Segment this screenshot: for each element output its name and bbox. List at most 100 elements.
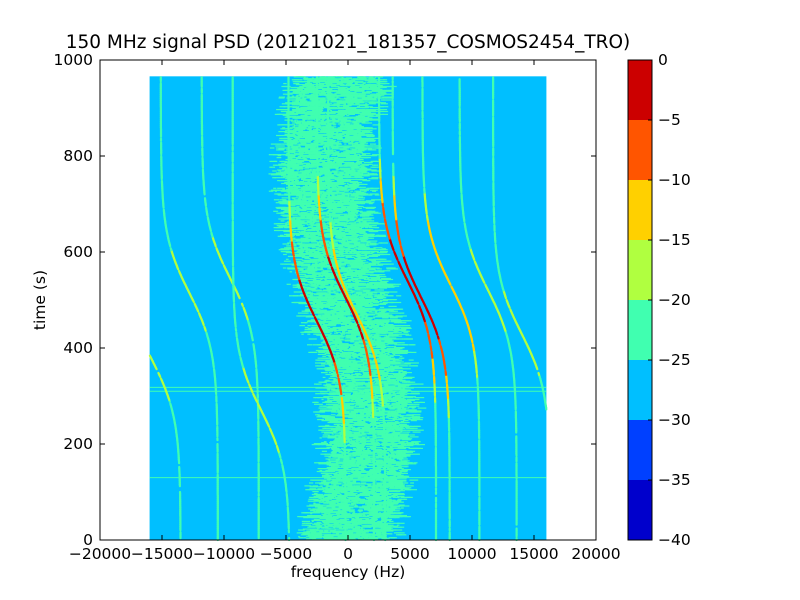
noise-cell [346,481,350,483]
noise-cell [334,479,342,481]
noise-cell [317,444,324,446]
noise-cell [360,528,365,530]
noise-cell [336,478,341,480]
noise-cell [397,446,402,449]
noise-cell [366,483,375,485]
noise-cell [330,417,336,419]
noise-cell [354,504,357,506]
noise-cell [319,391,328,393]
noise-cell [388,517,396,519]
noise-cell [353,437,360,439]
noise-cell [345,514,355,516]
noise-cell [406,424,409,426]
noise-cell [393,456,397,458]
noise-cell [403,417,407,419]
noise-cell [352,472,362,474]
noise-cell [343,475,353,477]
noise-cell [402,384,405,386]
noise-cell [378,488,385,490]
noise-cell [354,394,357,396]
noise-cell [330,467,336,469]
noise-cell [409,450,416,452]
noise-cell [349,462,356,464]
noise-cell [386,377,391,379]
noise-cell [356,400,364,402]
noise-cell [381,446,385,449]
noise-cell [348,417,353,419]
noise-cell [377,343,382,345]
noise-cell [347,444,351,446]
noise-cell [300,534,311,536]
noise-cell [399,380,411,382]
noise-cell [349,431,357,433]
noise-cell [330,416,334,418]
noise-cell [324,530,329,532]
noise-cell [400,363,411,365]
noise-cell [388,379,394,381]
noise-cell [367,519,373,521]
noise-cell [319,362,326,364]
noise-cell [376,516,385,518]
noise-cell [385,493,389,496]
noise-cell [401,407,405,409]
noise-cell [363,379,370,381]
noise-cell [341,325,344,328]
noise-cell [373,375,376,377]
noise-cell [315,349,319,352]
noise-cell [346,361,352,363]
noise-cell [343,489,351,491]
noise-cell [406,451,413,453]
noise-cell [360,483,365,485]
noise-cell [386,404,391,406]
noise-cell [345,435,349,437]
noise-cell [389,354,401,356]
noise-cell [379,452,382,454]
noise-cell [388,342,395,344]
noise-cell [348,406,351,408]
noise-cell [391,493,402,495]
noise-cell [327,419,336,421]
noise-cell [390,411,396,413]
noise-cell [348,424,352,426]
noise-cell [396,452,406,454]
noise-cell [373,408,378,410]
noise-cell [379,412,383,414]
noise-cell [399,498,402,500]
noise-cell [376,344,380,346]
noise-cell [411,429,415,431]
noise-cell [384,299,387,301]
noise-cell [330,377,336,379]
noise-cell [344,366,350,368]
noise-cell [314,506,318,508]
noise-cell [394,344,400,346]
noise-cell [356,418,365,420]
noise-cell [396,365,399,367]
noise-cell [353,529,364,531]
noise-cell [384,344,389,346]
noise-cell [366,405,376,407]
noise-cell [323,393,329,395]
noise-cell [313,518,320,521]
noise-cell [324,516,333,518]
noise-cell [335,493,339,495]
noise-cell [393,403,400,405]
noise-cell [404,470,408,473]
noise-cell [342,347,349,349]
noise-cell [351,373,354,376]
noise-cell [305,522,313,524]
noise-cell [340,394,350,396]
noise-cell [337,471,348,473]
noise-cell [409,436,412,438]
noise-cell [395,485,405,487]
noise-cell [338,463,346,465]
noise-cell [382,381,392,383]
noise-cell [375,408,386,410]
noise-cell [398,410,401,412]
noise-cell [391,350,401,353]
noise-cell [337,499,342,501]
noise-cell [308,505,314,507]
noise-cell [318,509,328,511]
noise-cell [324,427,333,429]
noise-cell [394,389,397,391]
noise-cell [344,346,349,348]
